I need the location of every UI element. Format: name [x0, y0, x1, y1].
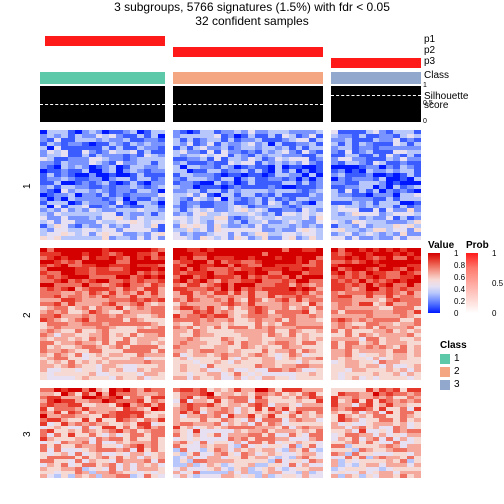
ann-p1-col0	[40, 36, 165, 46]
sil-tick: 0	[423, 118, 427, 125]
row-group-label: 3	[22, 431, 33, 437]
sil-tick: 1	[423, 82, 427, 89]
value-gradient	[428, 253, 440, 313]
ann-p3-col0	[40, 58, 165, 68]
row-group-label: 2	[22, 312, 33, 318]
ann-p3-col2	[331, 58, 421, 68]
legend-class: Class 123	[440, 340, 467, 390]
heatmap-block-0-1	[173, 130, 323, 240]
prob-gradient	[466, 253, 478, 313]
chart-subtitle: 32 confident samples	[0, 14, 504, 28]
ann-p2-col0	[40, 47, 165, 57]
class-legend-item: 1	[440, 353, 467, 364]
silhouette-col2	[331, 86, 421, 122]
row-group-label: 1	[22, 183, 33, 189]
ann-p1-col1	[173, 36, 323, 46]
heatmap-block-2-2	[331, 388, 421, 478]
heatmap-block-1-0	[40, 248, 165, 380]
class-legend-item: 3	[440, 379, 467, 390]
silhouette-col0	[40, 86, 165, 122]
ann-p2-col1	[173, 47, 323, 57]
label-silhouette: Silhouette score	[424, 92, 468, 110]
heatmap-block-2-0	[40, 388, 165, 478]
ann-class-col1	[173, 72, 323, 84]
heatmap-block-1-1	[173, 248, 323, 380]
ann-class-col0	[40, 72, 165, 84]
legend-value: Value 10.80.60.40.20	[428, 240, 460, 313]
ann-p2-col2	[331, 47, 421, 57]
heatmap-block-2-1	[173, 388, 323, 478]
ann-p3-col1	[173, 58, 323, 68]
label-class: Class	[424, 70, 449, 81]
ann-p1-col2	[331, 36, 421, 46]
class-legend-item: 2	[440, 366, 467, 377]
heatmap-block-0-2	[331, 130, 421, 240]
heatmap-block-1-2	[331, 248, 421, 380]
heatmap-block-0-0	[40, 130, 165, 240]
label-p1: p1	[424, 34, 435, 45]
silhouette-col1	[173, 86, 323, 122]
ann-class-col2	[331, 72, 421, 84]
chart-title: 3 subgroups, 5766 signatures (1.5%) with…	[0, 0, 504, 14]
legend-prob: Prob 10.50	[466, 240, 498, 313]
label-p2: p2	[424, 45, 435, 56]
label-p3: p3	[424, 56, 435, 67]
